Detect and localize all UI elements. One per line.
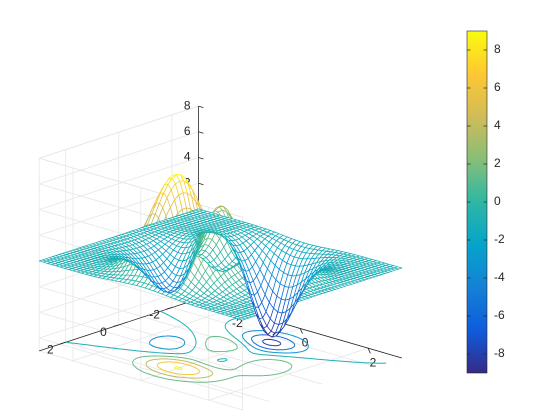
contour-line: [145, 358, 214, 379]
contour-line: [132, 335, 293, 383]
mesh-cell: [393, 266, 403, 270]
z-tick-label: 4: [184, 150, 191, 164]
contour-line: [65, 310, 387, 364]
colorbar-tick-label: 0: [494, 194, 501, 208]
y-tick-label: -2: [149, 308, 160, 322]
z-tick-mark: [198, 131, 204, 134]
colorbar-tick-label: 2: [494, 156, 501, 170]
y-tick-mark: [60, 341, 66, 345]
colorbar-ticks: -8 -6 -4 -2 0 2 4 6 8: [467, 42, 505, 360]
z-tick-mark: [198, 157, 204, 160]
x-tick-label: 0: [302, 336, 309, 350]
y-tick-label: 0: [100, 325, 107, 339]
box-edge: [39, 157, 243, 218]
colorbar-tick-label: -8: [494, 346, 505, 360]
z-tick-mark: [198, 105, 204, 108]
grid-line: [118, 324, 323, 385]
z-tick-label: 6: [184, 124, 191, 138]
contour-plot: [65, 310, 387, 383]
mesh-surface: [38, 174, 403, 338]
colorbar-tick-label: 6: [494, 80, 501, 94]
colorbar-tick-label: -4: [494, 270, 505, 284]
grid-line: [171, 307, 376, 367]
box-edge: [39, 350, 243, 411]
contour-line: [156, 361, 201, 376]
y-tick-label: 2: [47, 342, 54, 356]
colorbar-tick-label: -6: [494, 308, 505, 322]
x-tick-mark: [367, 347, 371, 354]
y-axis-line: [39, 298, 199, 352]
grid-line: [39, 157, 199, 210]
contour-line: [173, 366, 183, 370]
box-edge: [39, 105, 199, 159]
colorbar: -8 -6 -4 -2 0 2 4 6 8: [466, 30, 505, 374]
grid-line: [39, 286, 243, 347]
x-tick-label: -2: [232, 316, 243, 330]
grid-line: [39, 312, 243, 372]
colorbar-tick-label: 4: [494, 118, 501, 132]
colorbar-tick-label: 8: [494, 42, 501, 56]
x-tick-mark: [299, 328, 303, 334]
x-tick-label: 2: [370, 355, 377, 369]
colorbar-tick-label: -2: [494, 232, 505, 246]
z-tick-label: 8: [184, 98, 191, 112]
z-tick-mark: [198, 182, 204, 186]
contour-line: [262, 338, 282, 347]
grid-line: [39, 337, 243, 398]
y-tick-mark: [113, 324, 119, 327]
grid-line: [39, 131, 199, 185]
y-tick-mark: [166, 307, 173, 310]
